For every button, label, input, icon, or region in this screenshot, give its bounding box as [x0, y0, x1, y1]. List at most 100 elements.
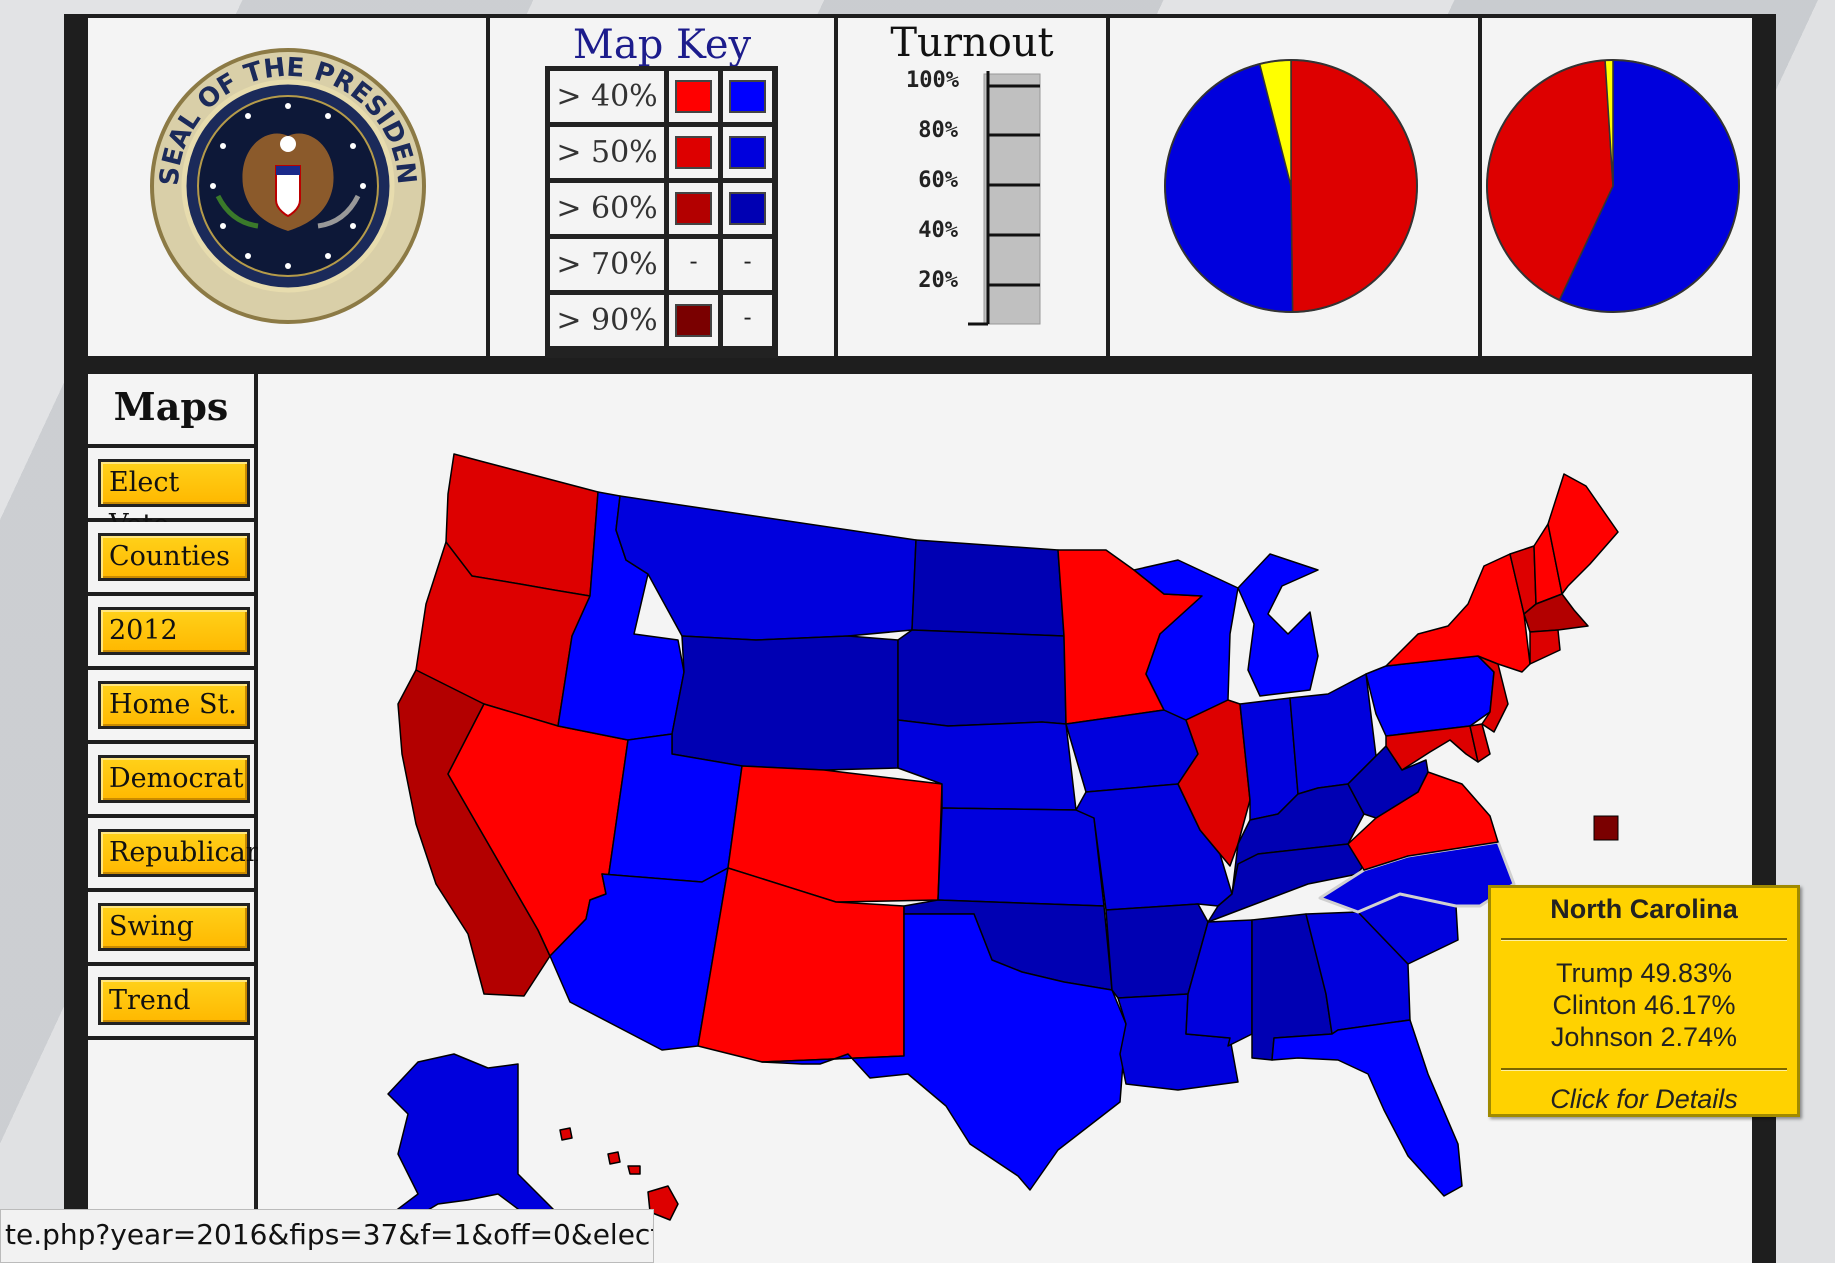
- key-dash: -: [689, 247, 698, 275]
- state-michigan[interactable]: [1237, 553, 1319, 697]
- elect-vote-button[interactable]: Elect Vote: [98, 459, 250, 540]
- pie-chart-panel-1: [1110, 18, 1478, 356]
- key-label-90: > 90%: [550, 295, 664, 346]
- key-dash: -: [743, 247, 752, 275]
- tooltip-divider: [1501, 1068, 1787, 1071]
- state-connecticut[interactable]: [1529, 629, 1561, 665]
- swatch: [729, 80, 766, 113]
- key-swatch-rep-70: -: [669, 239, 718, 290]
- nav-cell: Counties: [88, 522, 254, 592]
- maps-title: Maps: [113, 384, 229, 429]
- tooltip-state-name: North Carolina: [1550, 894, 1738, 924]
- turnout-gauge: [968, 71, 1041, 326]
- nav-cell: 2012: [88, 596, 254, 666]
- home-state-button[interactable]: Home St.: [98, 681, 250, 729]
- key-swatch-dem-60: [723, 183, 772, 234]
- turnout-tick-80: 80%: [918, 118, 958, 143]
- state-iowa[interactable]: [1065, 709, 1199, 793]
- pie-chart-2: [1486, 59, 1740, 313]
- turnout-panel: Turnout 100% 80% 60% 40% 20%: [838, 18, 1106, 356]
- key-dash: -: [743, 303, 752, 331]
- turnout-tick-60: 60%: [918, 168, 958, 193]
- year-2012-button[interactable]: 2012: [98, 607, 250, 655]
- state-wyoming[interactable]: [671, 635, 899, 771]
- state-new-york[interactable]: [1385, 553, 1531, 673]
- key-label-50: > 50%: [550, 127, 664, 178]
- swatch: [675, 80, 712, 113]
- maps-title-cell: Maps: [88, 374, 254, 444]
- tooltip-result-clinton: Clinton 46.17%: [1552, 990, 1736, 1020]
- tooltip-result-trump: Trump 49.83%: [1555, 958, 1733, 988]
- map-area: [258, 374, 1752, 1263]
- turnout-tick-20: 20%: [918, 268, 958, 293]
- state-montana[interactable]: [615, 495, 917, 641]
- nav-cell: Trend: [88, 966, 254, 1036]
- trend-button[interactable]: Trend: [98, 977, 250, 1025]
- turnout-tick-40: 40%: [918, 218, 958, 243]
- state-hawaii[interactable]: [647, 1185, 679, 1221]
- key-label-40: > 40%: [550, 71, 664, 122]
- map-key-table: > 40% > 50% > 60% > 70% - - > 90% -: [545, 66, 778, 358]
- key-swatch-dem-70: -: [723, 239, 772, 290]
- key-label-60: > 60%: [550, 183, 664, 234]
- state-florida[interactable]: [1271, 1019, 1463, 1197]
- counties-button[interactable]: Counties: [98, 533, 250, 581]
- seal-cell: SEAL OF THE PRESIDENT OF THE UNITED STAT…: [88, 18, 486, 356]
- state-west-virginia[interactable]: [1347, 745, 1429, 819]
- map-key-panel: Map Key > 40% > 50% > 60% > 70% - - > 90…: [490, 18, 834, 358]
- state-south-dakota[interactable]: [897, 629, 1067, 727]
- state-new-jersey[interactable]: [1477, 655, 1509, 733]
- tooltip-divider: [1501, 938, 1787, 941]
- state-tooltip[interactable]: North Carolina Trump 49.83% Clinton 46.1…: [1488, 885, 1800, 1117]
- tooltip-details-link[interactable]: Click for Details: [1550, 1084, 1738, 1114]
- state-hawaii-island[interactable]: [559, 1127, 573, 1141]
- us-election-map: [377, 453, 1619, 1229]
- nav-cell: Swing: [88, 892, 254, 962]
- state-kansas[interactable]: [937, 807, 1105, 907]
- key-swatch-rep-60: [669, 183, 718, 234]
- nav-cell: Elect Vote: [88, 448, 254, 540]
- map-key-title: Map Key: [572, 22, 752, 68]
- nav-cell: Democrat: [88, 744, 254, 814]
- pie-slice-rep: [1290, 59, 1418, 313]
- dc-marker[interactable]: [1593, 815, 1619, 841]
- presidential-seal-icon: SEAL OF THE PRESIDENT OF THE UNITED STAT…: [148, 46, 426, 324]
- turnout-title: Turnout: [890, 20, 1054, 66]
- democrat-button[interactable]: Democrat: [98, 755, 250, 803]
- key-label-70: > 70%: [550, 239, 664, 290]
- nav-cell: Republican: [88, 818, 263, 888]
- key-swatch-dem-90: -: [723, 295, 772, 346]
- state-texas[interactable]: [761, 913, 1127, 1191]
- key-swatch-rep-40: [669, 71, 718, 122]
- key-swatch-rep-90: [669, 295, 718, 346]
- status-bar-url: te.php?year=2016&fips=37&f=1&off=0&elect…: [0, 1209, 654, 1263]
- turnout-bar: [983, 73, 1041, 325]
- key-swatch-dem-50: [723, 127, 772, 178]
- state-illinois[interactable]: [1177, 699, 1251, 867]
- swatch: [729, 192, 766, 225]
- swatch: [675, 304, 712, 337]
- state-north-dakota[interactable]: [911, 539, 1065, 637]
- maps-sidebar: Maps Elect Vote Counties 2012 Home St. D…: [88, 374, 263, 1263]
- state-delaware[interactable]: [1469, 723, 1491, 763]
- pie-chart-panel-2: [1482, 18, 1752, 356]
- key-swatch-dem-40: [723, 71, 772, 122]
- key-swatch-rep-50: [669, 127, 718, 178]
- state-hawaii-island[interactable]: [607, 1151, 621, 1165]
- state-pennsylvania[interactable]: [1365, 655, 1495, 737]
- swatch: [675, 192, 712, 225]
- swatch: [729, 136, 766, 169]
- state-alaska[interactable]: [377, 1053, 559, 1229]
- nav-cell: Home St.: [88, 670, 254, 740]
- swing-button[interactable]: Swing: [98, 903, 250, 951]
- state-arizona[interactable]: [549, 867, 729, 1051]
- page-frame: SEAL OF THE PRESIDENT OF THE UNITED STAT…: [64, 14, 1776, 1263]
- republican-button[interactable]: Republican: [98, 829, 263, 877]
- pie-outline: [1164, 59, 1418, 313]
- state-hawaii-island[interactable]: [627, 1165, 641, 1175]
- turnout-tick-100: 100%: [906, 68, 959, 93]
- state-maine[interactable]: [1547, 473, 1619, 595]
- pie-outline: [1486, 59, 1740, 313]
- pie-chart-1: [1164, 59, 1418, 313]
- tooltip-result-johnson: Johnson 2.74%: [1550, 1022, 1738, 1052]
